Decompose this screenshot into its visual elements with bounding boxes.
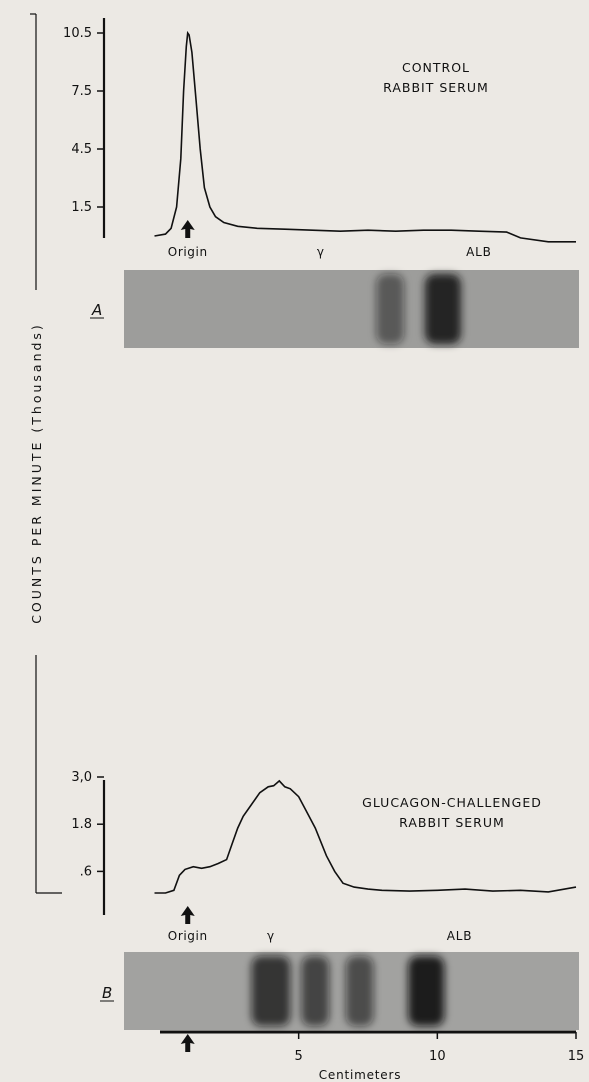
panel-a-title-line-2: RABBIT SERUM (383, 80, 489, 95)
y-tick-label: 1.5 (71, 200, 92, 215)
panel-b-strip-bands (251, 956, 445, 1026)
panel-a-strip-background (124, 270, 579, 348)
panel-b-y-ticks: 3,0 1.8 .6 (71, 770, 104, 879)
panel-a-annotations: Origin γ ALB (168, 245, 492, 259)
panel-b-x-axis-label: Centimeters (319, 1068, 402, 1082)
y-tick-label: 7.5 (71, 84, 92, 99)
panel-b-strip: B (100, 952, 579, 1030)
panel-b-strip-label: B (102, 984, 112, 1002)
origin-arrow-icon (180, 906, 195, 924)
panel-b-series-line (154, 779, 577, 894)
shared-ylabel-bracket: COUNTS PER MINUTE (Thousands) (29, 13, 62, 894)
annotation-gamma: γ (317, 245, 325, 259)
y-tick-label: 4.5 (71, 142, 92, 157)
panel-b-x-ticks: 5 10 15 (295, 1032, 585, 1064)
panel-a-strip: A (90, 270, 579, 348)
annotation-alb: ALB (447, 929, 473, 943)
y-tick-label: 10.5 (63, 26, 92, 41)
y-tick-label: .6 (80, 864, 92, 879)
panel-a-strip-label: A (91, 301, 102, 319)
panel-a-origin-arrow (180, 220, 195, 238)
strip-band (408, 956, 445, 1026)
y-axis-label: COUNTS PER MINUTE (Thousands) (29, 322, 44, 624)
strip-band (345, 956, 374, 1026)
panel-b-title-line-1: GLUCAGON-CHALLENGED (362, 795, 542, 810)
strip-band (301, 956, 330, 1026)
panel-b-title-line-2: RABBIT SERUM (399, 815, 505, 830)
x-tick-label: 5 (295, 1049, 303, 1064)
annotation-origin: Origin (168, 929, 208, 943)
panel-b-annotations: Origin γ ALB (168, 929, 472, 943)
y-tick-label: 3,0 (71, 770, 92, 785)
panel-a-series-line (154, 30, 576, 243)
annotation-alb: ALB (466, 245, 492, 259)
strip-band (251, 956, 291, 1026)
panel-a-strip-bands (376, 274, 461, 344)
y-tick-label: 1.8 (71, 817, 92, 832)
origin-arrow-icon (180, 220, 195, 238)
annotation-gamma: γ (267, 929, 275, 943)
panel-a-y-ticks: 10.5 7.5 4.5 1.5 (63, 26, 104, 215)
strip-band (376, 274, 404, 344)
panel-a-title: CONTROL RABBIT SERUM (383, 60, 489, 95)
panel-b: GLUCAGON-CHALLENGED RABBIT SERUM 3,0 1.8.… (71, 770, 584, 1082)
panel-b-x-origin-arrow (180, 1034, 195, 1052)
panel-b-title: GLUCAGON-CHALLENGED RABBIT SERUM (362, 795, 542, 830)
x-axis-origin-arrow-icon (180, 1034, 195, 1052)
panel-b-origin-arrow (180, 906, 195, 924)
panel-a-title-line-1: CONTROL (402, 60, 470, 75)
strip-band (424, 274, 461, 344)
x-tick-label: 10 (429, 1049, 446, 1064)
panel-a: CONTROL RABBIT SERUM 10.5 7.5 4.5 1.5 Origi… (63, 18, 579, 348)
x-tick-label: 15 (568, 1049, 585, 1064)
annotation-origin: Origin (168, 245, 208, 259)
